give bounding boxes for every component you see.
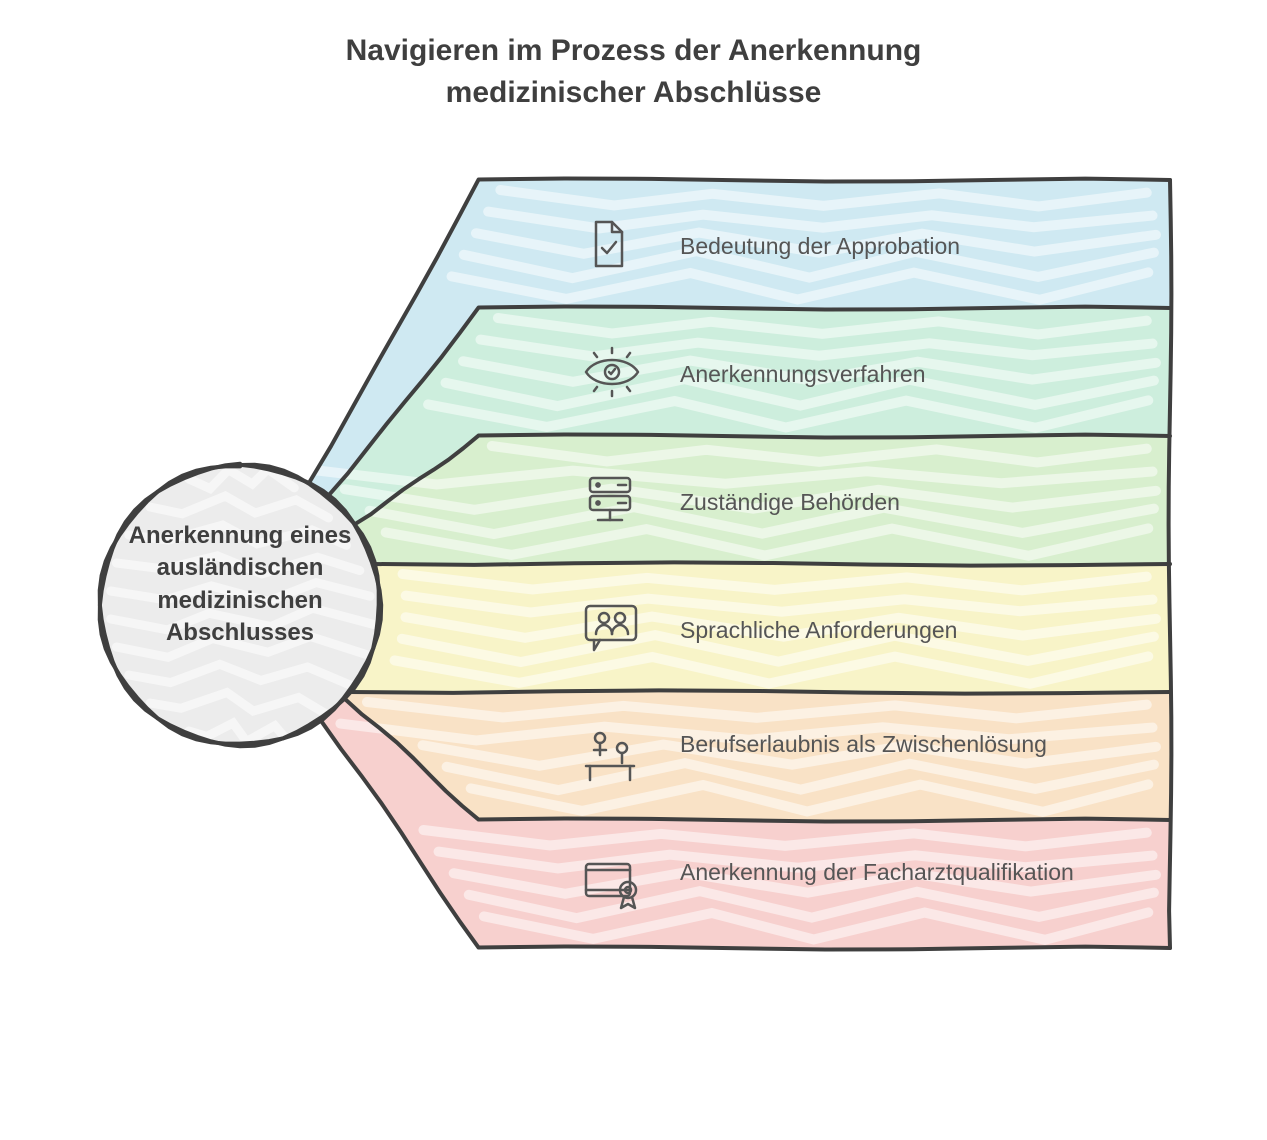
row-label-1: Anerkennungsverfahren <box>680 360 1150 389</box>
hub-label: Anerkennung eines ausländischen medizini… <box>115 520 365 650</box>
row-label-3: Sprachliche Anforderungen <box>680 616 1150 645</box>
row-label-0: Bedeutung der Approbation <box>680 232 1150 261</box>
row-label-2: Zuständige Behörden <box>680 488 1150 517</box>
diagram-canvas: Navigieren im Prozess der Anerkennung me… <box>0 0 1267 1140</box>
row-label-5: Anerkennung der Facharztqualifikation <box>680 858 1150 887</box>
row-label-4: Berufserlaubnis als Zwischenlösung <box>680 730 1150 759</box>
